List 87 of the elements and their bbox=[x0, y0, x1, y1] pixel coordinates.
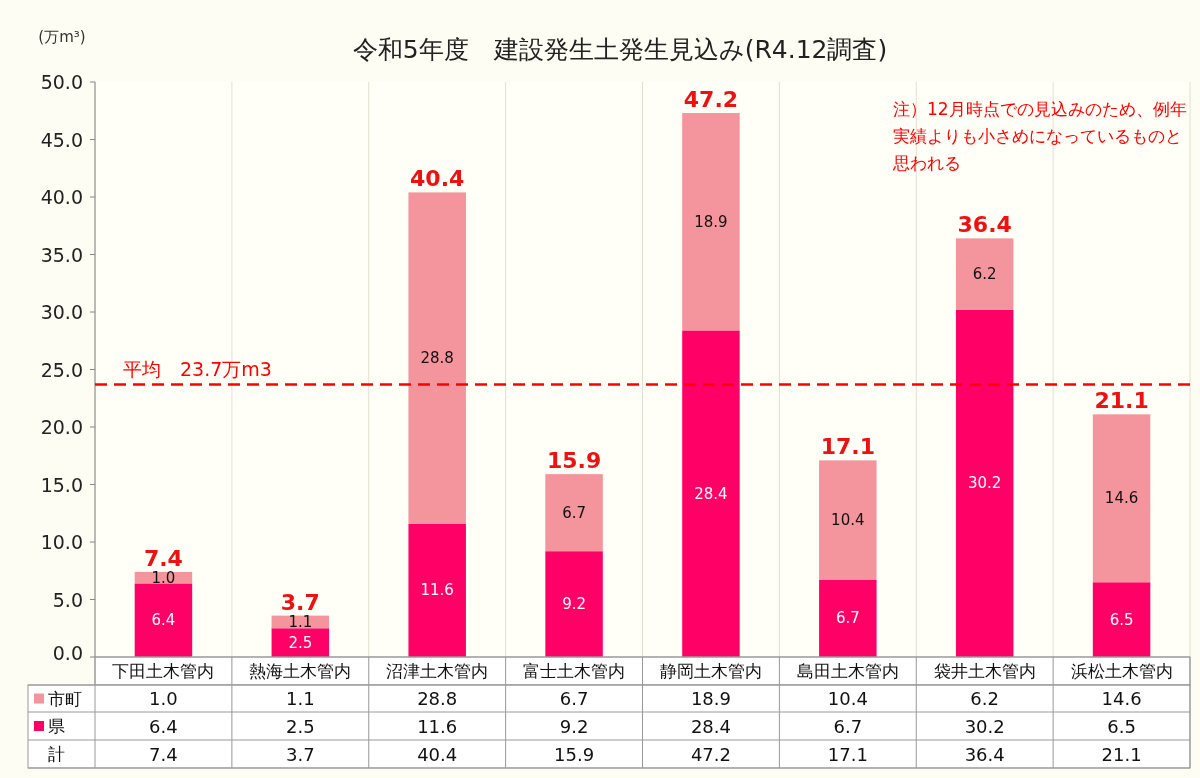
data-label: 6.4 bbox=[149, 715, 178, 737]
data-label: 10.4 bbox=[827, 688, 868, 709]
legend-label: 市町 bbox=[48, 688, 82, 709]
text: 28.8 bbox=[420, 349, 454, 367]
text: 2.5 bbox=[288, 633, 313, 652]
text: 3.7 bbox=[285, 743, 315, 765]
bar bbox=[819, 460, 877, 580]
bar bbox=[408, 523, 466, 657]
x-tick-label: 熱海土木管内 bbox=[249, 661, 352, 681]
text: 6.2 bbox=[972, 265, 997, 284]
bar bbox=[682, 113, 740, 331]
x-tick-label: 沼津土木管内 bbox=[386, 661, 489, 681]
text: 14.6 bbox=[1104, 489, 1139, 508]
data-label: 14.6 bbox=[1101, 688, 1142, 709]
text: 6.7 bbox=[835, 609, 860, 628]
bar bbox=[545, 474, 603, 552]
data-label: 6.5 bbox=[1107, 715, 1136, 737]
ref-line-label: 平均 23.7万m3 bbox=[123, 358, 272, 381]
bar bbox=[819, 579, 877, 657]
x-tick-label: 富士土木管内 bbox=[523, 661, 626, 681]
text: 6.4 bbox=[151, 611, 176, 630]
data-label: 30.2 bbox=[964, 715, 1005, 737]
data-label: 18.9 bbox=[690, 688, 731, 709]
text: 28.4 bbox=[694, 484, 728, 503]
data-label: 9.2 bbox=[559, 715, 589, 737]
y-tick-label: 30.0 bbox=[40, 301, 83, 323]
bar bbox=[1092, 582, 1151, 657]
data-label: 28.8 bbox=[417, 688, 458, 709]
text: 6.7 bbox=[562, 503, 586, 522]
total-label: 21.1 bbox=[1094, 388, 1149, 414]
data-label: 6.7 bbox=[833, 715, 863, 737]
y-tick-label: 0.0 bbox=[52, 642, 83, 664]
text: 36.4 bbox=[964, 743, 1005, 765]
text: 47.2 bbox=[690, 743, 731, 765]
x-tick-label: 下田土木管内 bbox=[112, 661, 215, 681]
bar bbox=[682, 330, 740, 657]
total-label: 3.7 bbox=[280, 589, 320, 615]
y-tick-label: 35.0 bbox=[40, 243, 83, 266]
text: 1.0 bbox=[151, 568, 176, 587]
x-tick-label: 袋井土木管内 bbox=[933, 661, 1036, 681]
text: 計 bbox=[48, 744, 65, 764]
bar bbox=[955, 238, 1014, 310]
total-label: 17.1 bbox=[820, 434, 875, 460]
y-tick-label: 45.0 bbox=[40, 128, 83, 151]
text: 17.1 bbox=[827, 743, 868, 765]
bar bbox=[955, 309, 1014, 657]
data-label: 6.2 bbox=[970, 688, 1000, 709]
text: 30.2 bbox=[967, 474, 1002, 493]
data-label: 2.5 bbox=[285, 715, 315, 737]
bar bbox=[134, 583, 193, 657]
bar bbox=[545, 551, 603, 657]
text: 1.1 bbox=[288, 612, 313, 631]
y-tick-label: 40.0 bbox=[40, 186, 83, 208]
data-label: 1.0 bbox=[149, 688, 178, 709]
legend-label: 県 bbox=[48, 716, 65, 736]
text: 18.9 bbox=[694, 212, 728, 231]
y-tick-label: 5.0 bbox=[52, 588, 83, 611]
total-label: 36.4 bbox=[957, 212, 1012, 238]
text: 6.5 bbox=[1109, 610, 1134, 629]
y-tick-label: 50.0 bbox=[40, 71, 83, 93]
x-tick-label: 島田土木管内 bbox=[796, 661, 899, 681]
y-axis-title: (万m³) bbox=[38, 28, 86, 46]
annotation: 注）12月時点での見込みのため、例年実績よりも小さめになっているものと思われる bbox=[893, 98, 1188, 175]
text: 15.9 bbox=[554, 743, 595, 765]
total-label: 15.9 bbox=[546, 448, 602, 474]
x-tick-label: 浜松土木管内 bbox=[1070, 661, 1173, 681]
chart-title: 令和5年度 建設発生土発生見込み(R4.12調査) bbox=[352, 35, 888, 64]
text: 9.2 bbox=[562, 595, 586, 614]
total-label: 47.2 bbox=[683, 87, 739, 113]
y-tick-label: 25.0 bbox=[40, 358, 83, 381]
data-label: 6.7 bbox=[559, 688, 589, 709]
text: 7.4 bbox=[149, 743, 178, 765]
total-label: 40.4 bbox=[410, 166, 465, 192]
text: 11.6 bbox=[420, 581, 454, 600]
y-tick-label: 10.0 bbox=[40, 531, 83, 553]
x-tick-label: 静岡土木管内 bbox=[659, 661, 762, 681]
text: 40.4 bbox=[417, 743, 458, 765]
total-label: 7.4 bbox=[143, 545, 183, 571]
data-label: 11.6 bbox=[417, 715, 458, 737]
y-tick-label: 20.0 bbox=[40, 416, 83, 438]
text: 10.4 bbox=[831, 511, 865, 530]
data-label: 28.4 bbox=[690, 715, 731, 737]
text: 21.1 bbox=[1101, 743, 1142, 765]
bar bbox=[1092, 414, 1151, 583]
bar bbox=[408, 192, 466, 524]
y-tick-label: 15.0 bbox=[40, 473, 83, 496]
data-label: 1.1 bbox=[285, 688, 315, 709]
